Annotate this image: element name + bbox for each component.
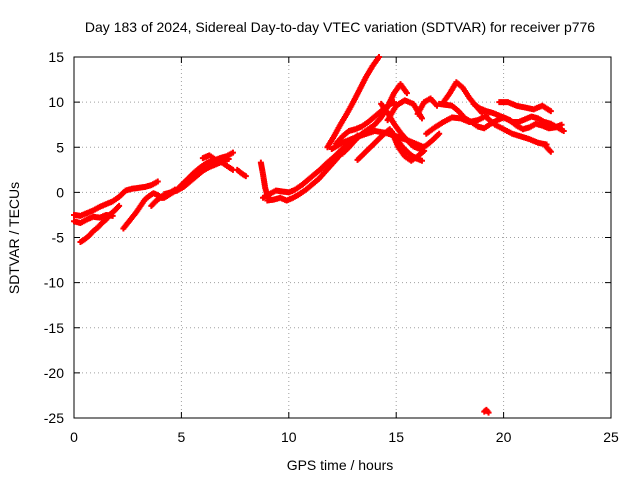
- data-point: [154, 178, 161, 185]
- y-tick-label: -20: [44, 365, 64, 381]
- data-point: [376, 54, 383, 60]
- y-tick-label: 15: [48, 49, 64, 65]
- data-series-0: [71, 178, 161, 219]
- data-point: [418, 115, 425, 122]
- data-series-22: [440, 79, 486, 116]
- x-tick-label: 20: [496, 429, 512, 445]
- data-series-6: [199, 152, 236, 173]
- data-series-18: [378, 100, 443, 153]
- data-point: [116, 202, 123, 209]
- y-axis-ticks: -25 -20 -15 -10 -5 0 5 10 15: [44, 49, 611, 426]
- y-tick-label: 0: [56, 184, 64, 200]
- data-series-7: [234, 166, 249, 180]
- data-series-5: [161, 155, 232, 198]
- y-axis-label: SDTVAR / TECUs: [6, 182, 22, 294]
- data-series-11: [324, 54, 383, 151]
- y-tick-label: -15: [44, 320, 64, 336]
- x-axis-label: GPS time / hours: [287, 457, 394, 473]
- x-tick-label: 5: [178, 429, 186, 445]
- data-point: [229, 149, 236, 156]
- data-point: [485, 409, 492, 416]
- data-series-25: [496, 99, 554, 115]
- data-point: [560, 128, 567, 135]
- data-series-16: [388, 128, 428, 164]
- x-tick-label: 10: [281, 429, 297, 445]
- data-point: [558, 121, 565, 128]
- data-series-26: [543, 144, 554, 155]
- y-tick-label: -10: [44, 275, 64, 291]
- data-series-23: [470, 100, 567, 135]
- data-point: [242, 173, 249, 180]
- data-series-24: [483, 114, 550, 148]
- data-series-27: [481, 406, 492, 416]
- data-point: [547, 108, 554, 115]
- chart-title: Day 183 of 2024, Sidereal Day-to-day VTE…: [85, 19, 595, 35]
- y-tick-label: -25: [44, 410, 64, 426]
- data-point: [436, 130, 443, 137]
- y-tick-label: 10: [48, 94, 64, 110]
- data-point: [225, 155, 232, 162]
- data-point: [418, 157, 425, 164]
- data-series-2: [77, 202, 123, 246]
- data-point: [547, 148, 554, 155]
- data-series-19: [414, 95, 441, 117]
- x-tick-label: 15: [388, 429, 404, 445]
- x-tick-label: 0: [70, 429, 78, 445]
- x-axis-ticks: 0 5 10 15 20 25: [70, 57, 619, 445]
- x-tick-label: 25: [603, 429, 619, 445]
- data-series: [71, 54, 567, 416]
- data-point: [403, 90, 410, 97]
- y-tick-label: 5: [56, 139, 64, 155]
- y-tick-label: -5: [52, 230, 65, 246]
